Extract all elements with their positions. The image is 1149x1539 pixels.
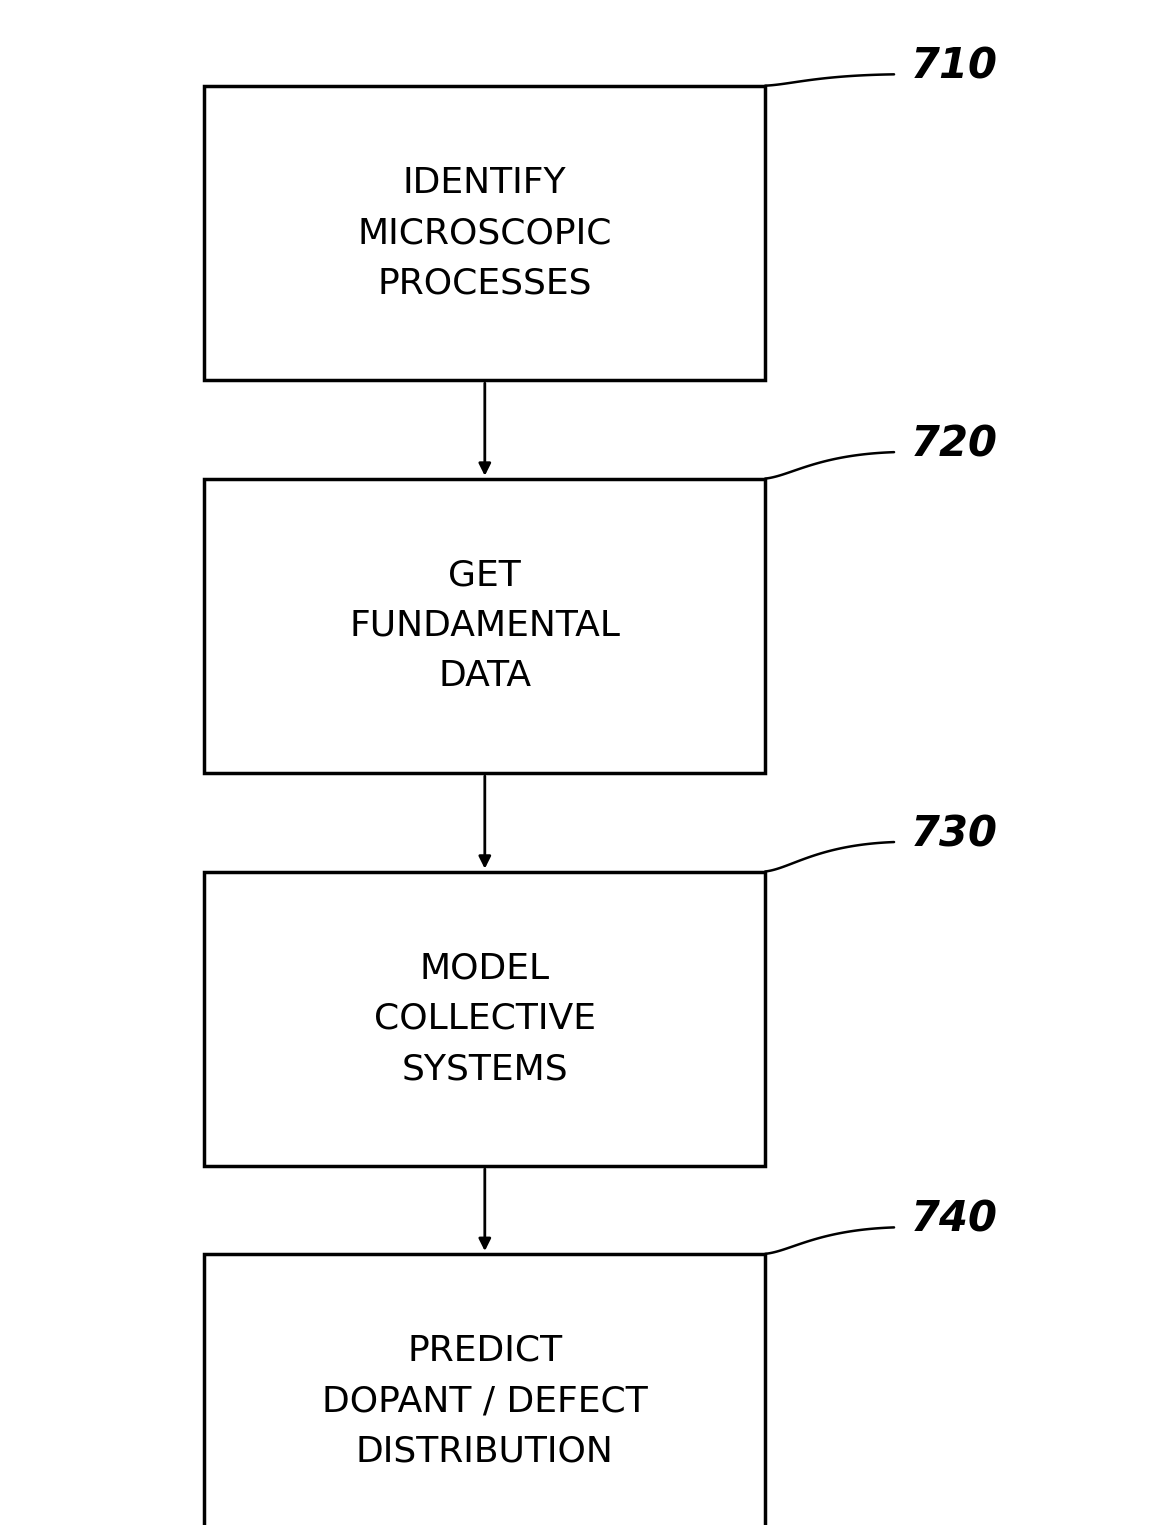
Text: 740: 740 [911,1199,997,1240]
Text: MODEL
COLLECTIVE
SYSTEMS: MODEL COLLECTIVE SYSTEMS [373,951,596,1087]
Text: IDENTIFY
MICROSCOPIC
PROCESSES: IDENTIFY MICROSCOPIC PROCESSES [357,166,612,300]
Text: GET
FUNDAMENTAL
DATA: GET FUNDAMENTAL DATA [349,559,620,693]
Bar [205,871,765,1167]
Text: 710: 710 [911,46,997,88]
Bar [205,1254,765,1539]
Text: PREDICT
DOPANT / DEFECT
DISTRIBUTION: PREDICT DOPANT / DEFECT DISTRIBUTION [322,1334,648,1468]
Bar [205,479,765,773]
Text: 730: 730 [911,814,997,856]
Bar [205,86,765,380]
Text: 720: 720 [911,423,997,466]
